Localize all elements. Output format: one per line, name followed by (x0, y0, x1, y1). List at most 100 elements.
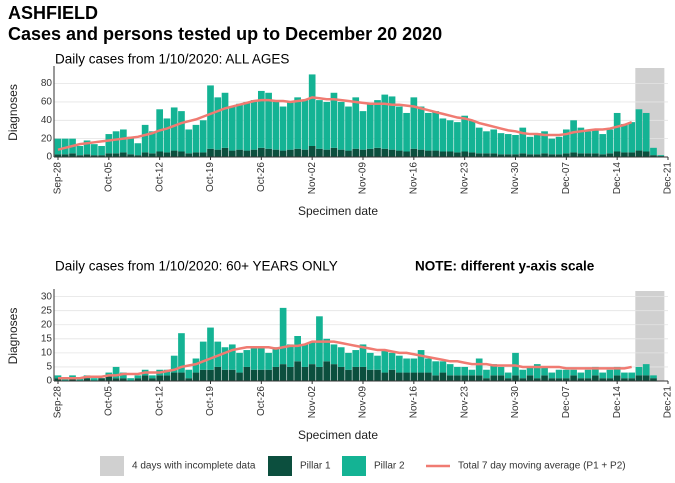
bar-segment (279, 364, 287, 381)
bar-segment (490, 129, 498, 154)
bar-segment (606, 129, 614, 154)
bar-segment (570, 369, 577, 376)
bar-segment (533, 364, 541, 379)
incomplete-shade (635, 291, 665, 381)
bar-segment (287, 344, 294, 367)
bar-segment (366, 148, 374, 157)
bar-segment (316, 366, 323, 381)
bar-segment (650, 155, 657, 157)
legend-label: Pillar 1 (300, 461, 331, 472)
x-tick-label: Dec-14 (612, 386, 623, 419)
bar-segment (461, 151, 469, 157)
bar-segment (417, 350, 425, 373)
legend-label: Pillar 2 (374, 461, 405, 472)
bar-segment (388, 96, 396, 150)
bar-segment (446, 364, 454, 376)
bar-segment (642, 151, 650, 157)
bar-segment (548, 154, 556, 157)
legend-label: 4 days with incomplete data (132, 461, 256, 472)
chart-title: Daily cases from 1/10/2020: ALL AGES (55, 52, 289, 67)
bar-segment (621, 152, 628, 157)
bar-segment (425, 150, 432, 157)
y-tick-label: 15 (41, 333, 53, 344)
bar-segment (243, 150, 251, 157)
bar-segment (584, 378, 592, 381)
bar-segment (301, 100, 309, 150)
bar-segment (112, 153, 120, 157)
bar-segment (512, 154, 519, 157)
bar-segment (185, 378, 193, 381)
bar-segment (374, 369, 381, 381)
bar-segment (366, 352, 374, 370)
bar-segment (308, 341, 316, 365)
bar-segment (120, 152, 127, 157)
bar-segment (61, 154, 69, 157)
bar-segment (468, 120, 476, 153)
bar-segment (170, 372, 178, 381)
bar-segment (497, 375, 505, 381)
bar-segment (628, 122, 636, 153)
bar-segment (562, 369, 570, 379)
y-tick-label: 0 (46, 376, 52, 387)
bar-segment (650, 147, 657, 156)
bar-segment (257, 147, 265, 157)
bar-segment (236, 372, 243, 381)
bar-segment (272, 101, 280, 150)
bar-segment (141, 375, 149, 381)
bar-segment (112, 378, 120, 381)
bar-segment (526, 136, 534, 155)
bar-segment (461, 366, 469, 376)
bar-segment (403, 358, 410, 373)
x-tick-label: Nov-23 (459, 162, 470, 195)
bar-segment (483, 131, 490, 154)
bar-segment (323, 101, 331, 150)
bar-segment (454, 375, 461, 381)
bar-segment (584, 153, 592, 157)
bar-segment (381, 350, 389, 373)
x-tick-label: Oct-05 (103, 386, 114, 416)
bar-segment (555, 136, 563, 155)
bar-segment (308, 74, 316, 146)
bar-segment (236, 352, 243, 373)
bar-segment (650, 375, 657, 379)
bar-segment (228, 369, 236, 381)
bar-segment (650, 378, 657, 381)
bar-segment (533, 378, 541, 381)
bar-segment (592, 366, 599, 376)
bar-segment (345, 369, 352, 381)
legend-swatch (342, 456, 366, 476)
bar-segment (207, 148, 214, 157)
bar-segment (69, 378, 76, 381)
bar-segment (192, 358, 200, 373)
bar-segment (439, 372, 447, 381)
bar-segment (76, 145, 84, 156)
bar-segment (243, 366, 251, 381)
bar-segment (83, 378, 91, 381)
bar-segment (504, 372, 512, 379)
bar-segment (105, 372, 113, 376)
bar-segment (243, 350, 251, 367)
bar-segment (388, 352, 396, 370)
bar-segment (454, 152, 461, 157)
bar-segment (236, 103, 243, 150)
bar-segment (207, 85, 214, 149)
bar-segment (599, 134, 606, 155)
bar-segment (214, 341, 222, 367)
bar-segment (192, 124, 200, 153)
bar-segment (635, 109, 643, 151)
bar-segment (272, 366, 280, 381)
bar-segment (316, 148, 323, 157)
bar-segment (345, 150, 352, 157)
bar-segment (250, 369, 258, 381)
bar-segment (490, 364, 498, 376)
bar-segment (199, 120, 207, 153)
bar-segment (228, 106, 236, 151)
bar-segment (519, 127, 527, 154)
bar-segment (621, 372, 628, 379)
bar-segment (461, 115, 469, 152)
bar-segment (265, 352, 272, 370)
bar-segment (381, 372, 389, 381)
bar-segment (628, 152, 636, 157)
bar-segment (149, 131, 156, 154)
bar-segment (621, 123, 628, 153)
